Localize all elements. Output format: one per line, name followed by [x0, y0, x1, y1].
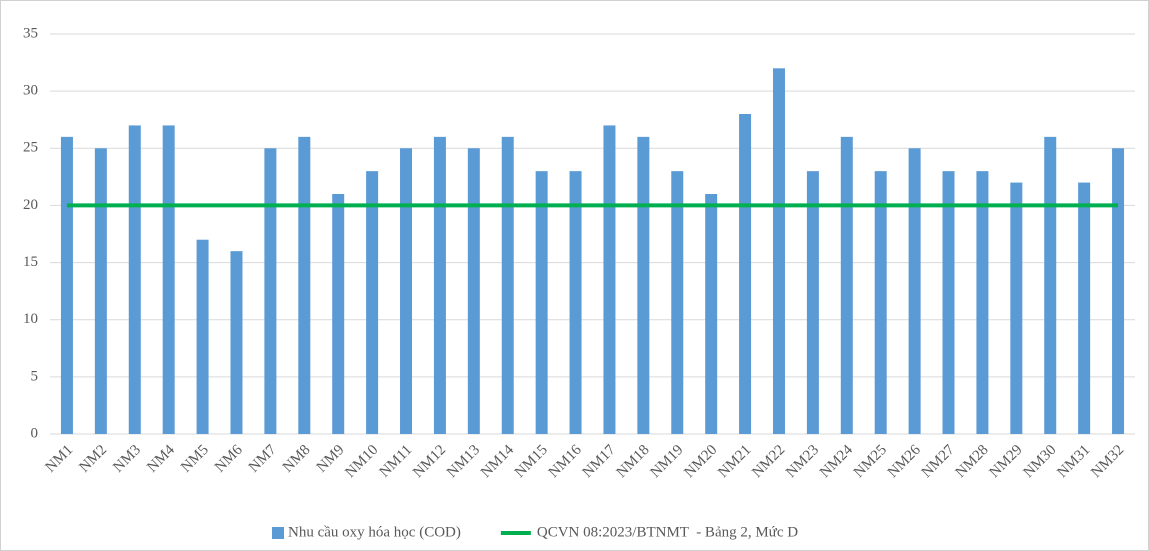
bar — [128, 125, 141, 434]
bar — [467, 148, 480, 435]
y-tick-label: 30 — [23, 83, 38, 99]
y-tick-label: 35 — [23, 25, 38, 41]
bar — [433, 136, 446, 434]
bar — [501, 136, 514, 434]
bar — [806, 171, 819, 434]
bar — [603, 125, 616, 434]
bar — [298, 136, 311, 434]
bar — [840, 136, 853, 434]
legend-label: QCVN 08:2023/BTNMT - Bảng 2, Mức D — [537, 524, 798, 540]
bar — [196, 239, 209, 434]
y-tick-label: 10 — [23, 311, 38, 327]
y-tick-label: 15 — [23, 254, 38, 270]
bar — [400, 148, 413, 435]
bar — [671, 171, 684, 434]
bar — [1010, 182, 1023, 434]
bar — [637, 136, 650, 434]
y-tick-label: 0 — [31, 425, 39, 441]
y-tick-label: 20 — [23, 197, 38, 213]
bar — [264, 148, 277, 435]
bar — [332, 194, 345, 434]
bar — [366, 171, 379, 434]
bar — [739, 114, 752, 434]
bar — [908, 148, 921, 435]
bar — [1112, 148, 1125, 435]
bar — [772, 68, 785, 435]
legend-swatch — [272, 527, 284, 539]
bar — [874, 171, 887, 434]
bar — [942, 171, 955, 434]
bar — [1044, 136, 1057, 434]
bar — [60, 136, 73, 434]
bar — [1078, 182, 1091, 434]
bar — [230, 251, 243, 434]
bar — [535, 171, 548, 434]
bar — [569, 171, 582, 434]
legend-label: Nhu cầu oxy hóa học (COD) — [288, 524, 461, 540]
bar — [162, 125, 175, 434]
bar — [94, 148, 107, 435]
y-tick-label: 5 — [31, 368, 39, 384]
bar — [976, 171, 989, 434]
bar — [705, 194, 718, 434]
y-tick-label: 25 — [23, 140, 38, 156]
